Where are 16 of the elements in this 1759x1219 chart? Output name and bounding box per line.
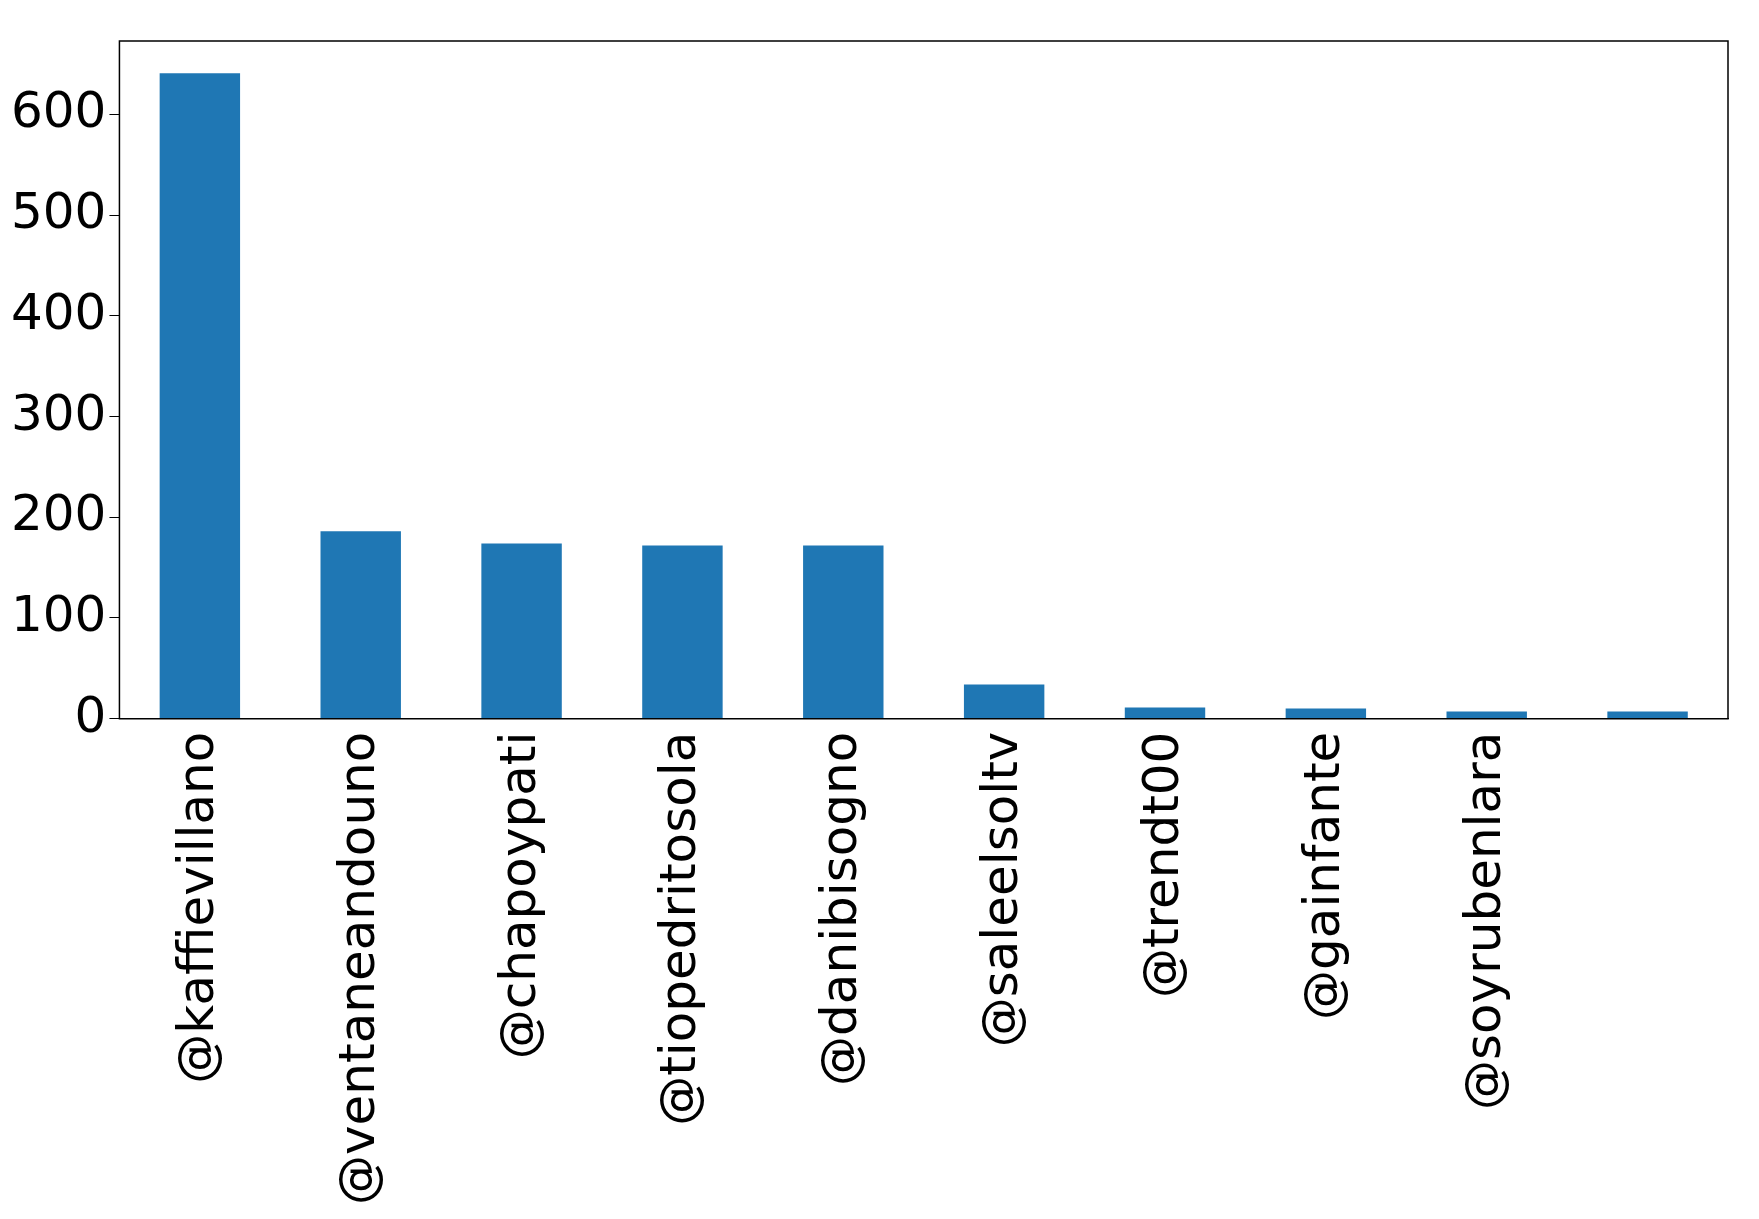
y-tick-label: 400 xyxy=(11,282,107,341)
x-tick-label: @ventaneandouno xyxy=(327,731,386,1206)
y-tick-label: 200 xyxy=(11,484,107,543)
x-tick-label: @chapoypati xyxy=(488,731,547,1060)
y-tick-label: 300 xyxy=(11,383,107,442)
y-tick-label: 0 xyxy=(74,685,107,744)
y-tick-label: 100 xyxy=(11,584,107,643)
x-tick-label: @saleelsoltv xyxy=(971,731,1030,1048)
x-tick-label: @kaffievillano xyxy=(166,731,225,1084)
y-tick-label: 600 xyxy=(11,81,107,140)
y-tick-label: 500 xyxy=(11,182,107,241)
x-tick-label: @soyrubenlara xyxy=(1453,731,1512,1111)
x-tick-label: @danibisogno xyxy=(810,731,869,1086)
x-tick-label: @tiopedritosola xyxy=(649,731,708,1126)
x-tick-label: @gainfante xyxy=(1292,731,1351,1020)
x-tick-label: @trendt00 xyxy=(1131,731,1190,999)
